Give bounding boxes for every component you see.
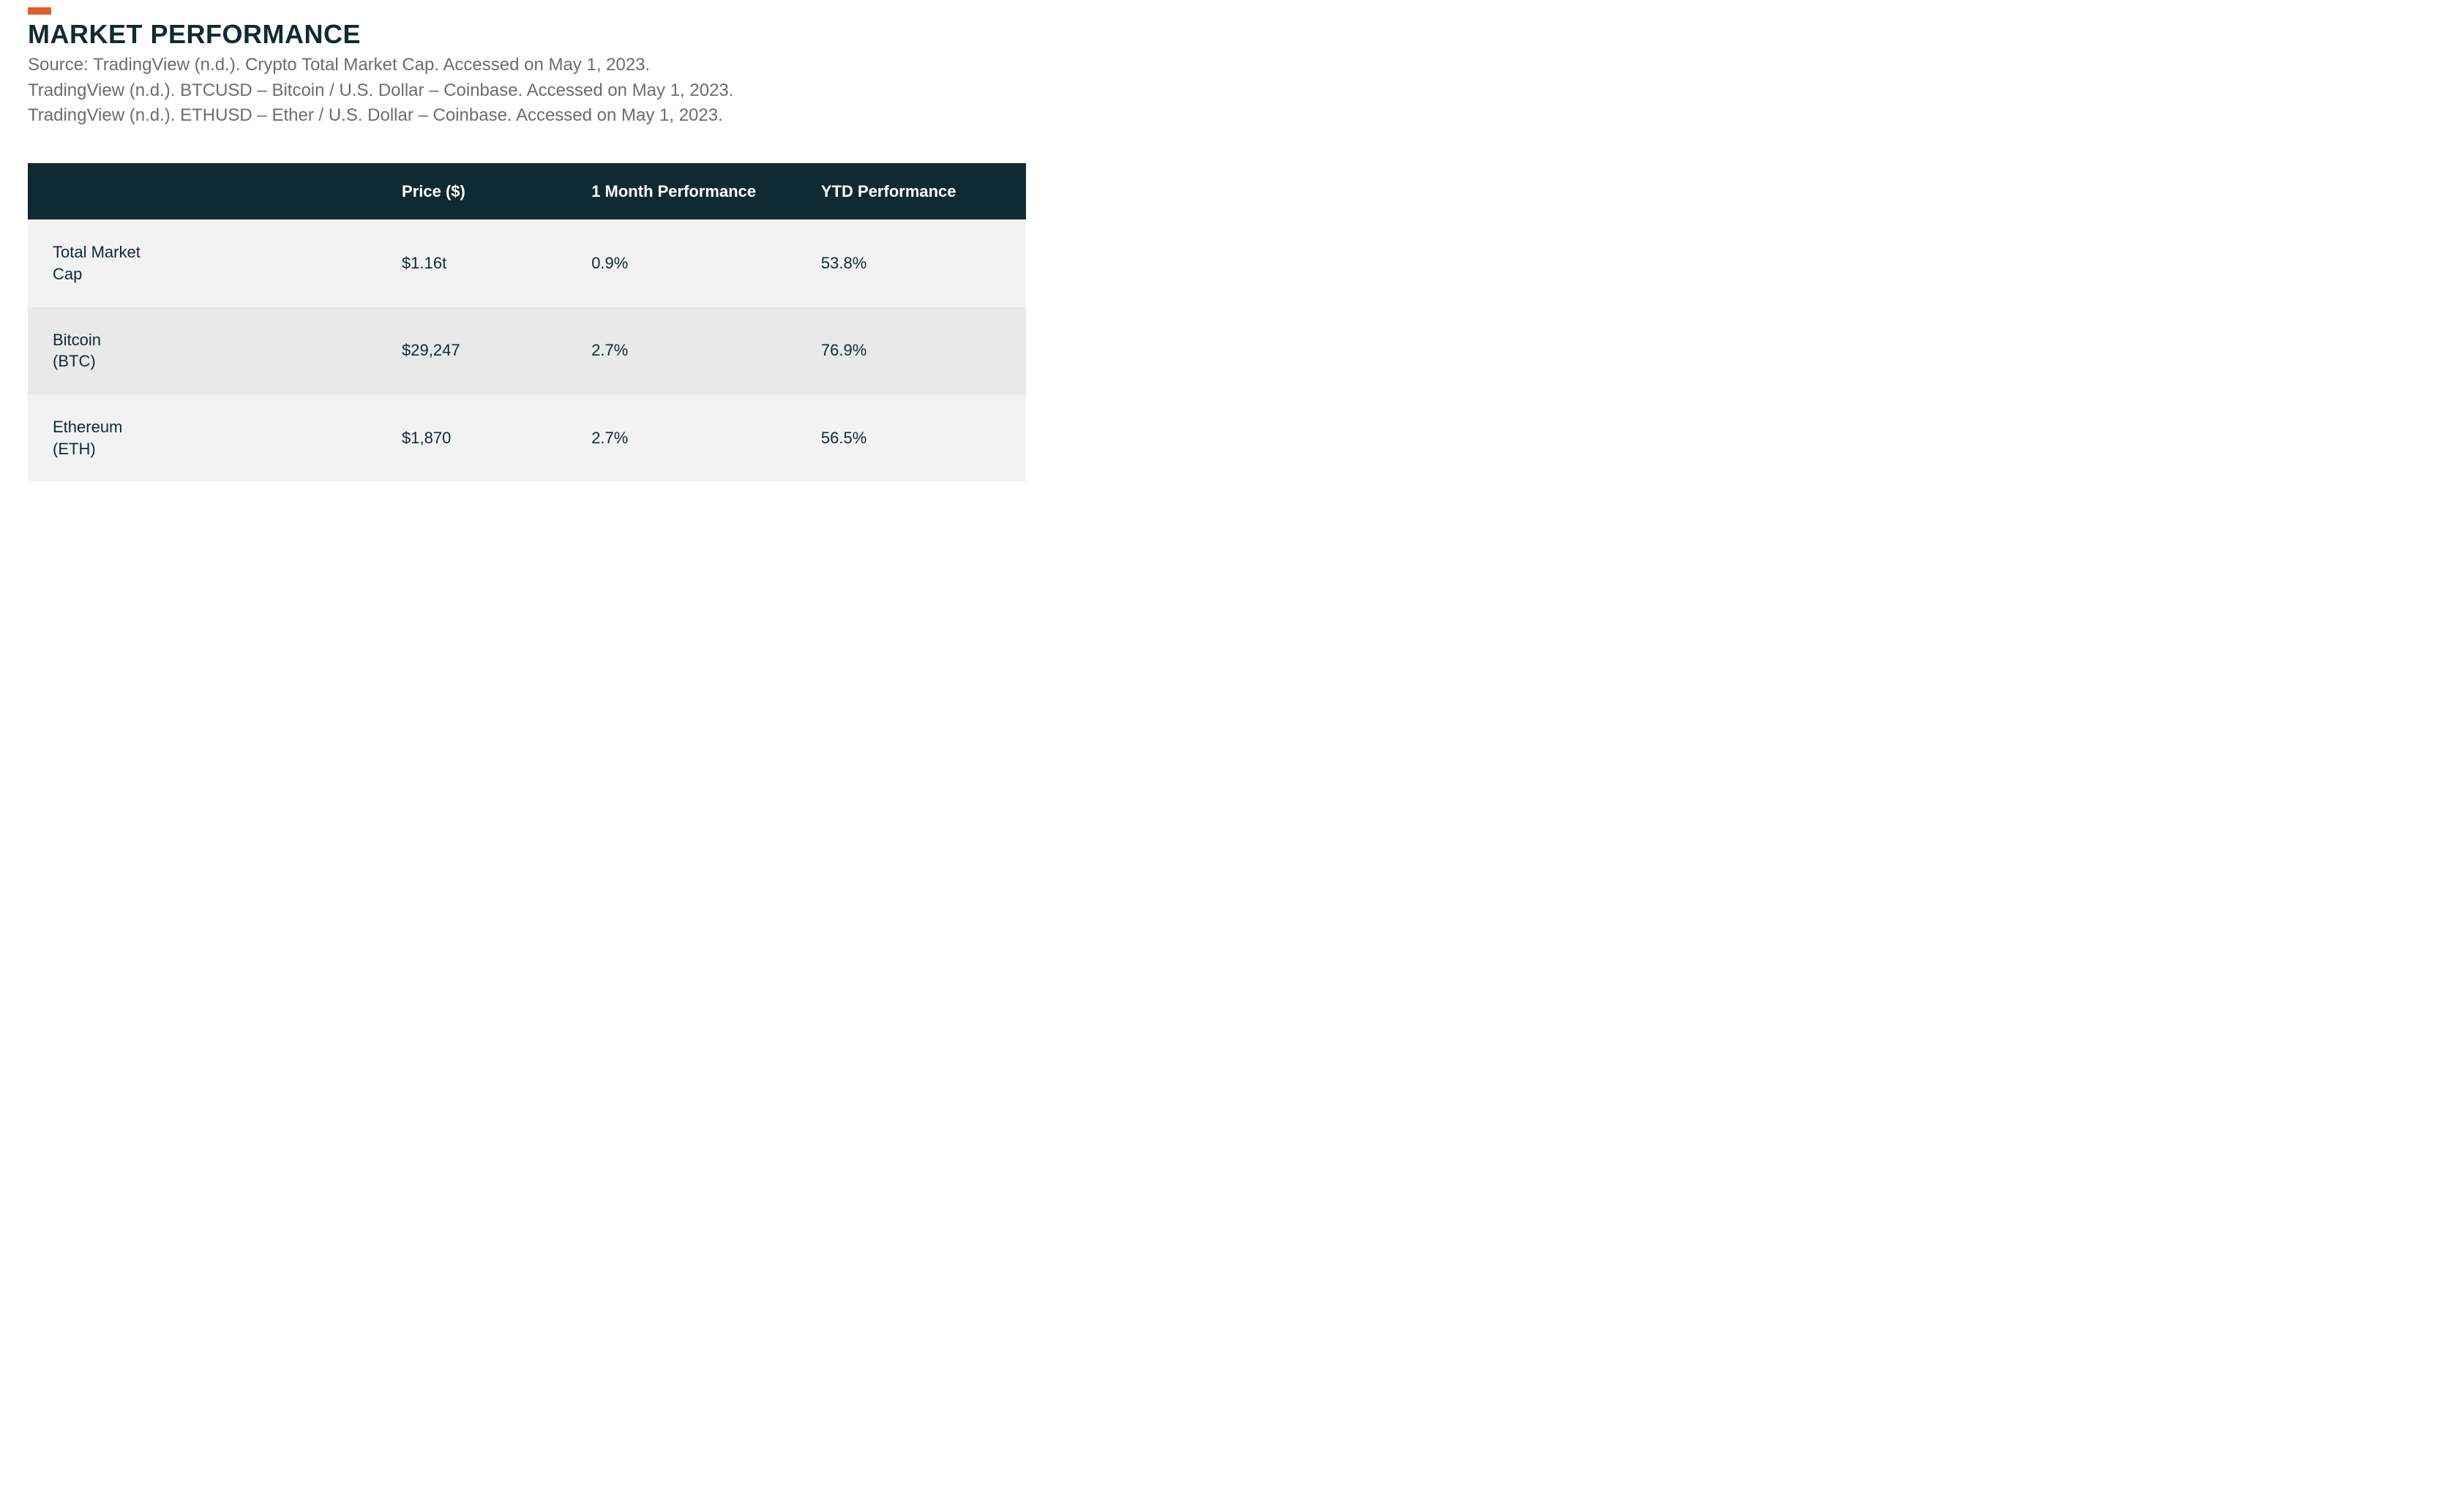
- cell-price: $1,870: [387, 394, 577, 481]
- asset-label-line: (ETH): [53, 438, 372, 460]
- cell-1m-perf: 0.9%: [577, 219, 806, 307]
- source-line: Source: TradingView (n.d.). Crypto Total…: [28, 53, 1026, 77]
- cell-ytd-perf: 76.9%: [806, 307, 1026, 394]
- asset-label-line: Ethereum: [53, 416, 372, 438]
- asset-label-line: Total Market: [53, 241, 372, 263]
- col-price: Price ($): [387, 163, 577, 220]
- col-ytd-perf: YTD Performance: [806, 163, 1026, 220]
- cell-1m-perf: 2.7%: [577, 307, 806, 394]
- source-line: TradingView (n.d.). ETHUSD – Ether / U.S…: [28, 104, 1026, 127]
- cell-price: $1.16t: [387, 219, 577, 307]
- col-asset: [28, 163, 387, 220]
- accent-bar: [28, 7, 51, 15]
- cell-1m-perf: 2.7%: [577, 394, 806, 481]
- cell-ytd-perf: 53.8%: [806, 219, 1026, 307]
- table-row: Ethereum (ETH) $1,870 2.7% 56.5%: [28, 394, 1026, 481]
- asset-label-line: Bitcoin: [53, 329, 372, 351]
- col-1m-perf: 1 Month Performance: [577, 163, 806, 220]
- cell-ytd-perf: 56.5%: [806, 394, 1026, 481]
- page-title: MARKET PERFORMANCE: [28, 19, 1026, 49]
- table-row: Total Market Cap $1.16t 0.9% 53.8%: [28, 219, 1026, 307]
- cell-asset: Bitcoin (BTC): [28, 307, 387, 394]
- cell-asset: Total Market Cap: [28, 219, 387, 307]
- page-container: MARKET PERFORMANCE Source: TradingView (…: [0, 0, 1054, 511]
- cell-price: $29,247: [387, 307, 577, 394]
- table-header: Price ($) 1 Month Performance YTD Perfor…: [28, 163, 1026, 220]
- asset-label-line: (BTC): [53, 350, 372, 372]
- source-line: TradingView (n.d.). BTCUSD – Bitcoin / U…: [28, 79, 1026, 102]
- market-performance-table: Price ($) 1 Month Performance YTD Perfor…: [28, 163, 1026, 482]
- table-row: Bitcoin (BTC) $29,247 2.7% 76.9%: [28, 307, 1026, 394]
- asset-label-line: Cap: [53, 263, 372, 285]
- sources-block: Source: TradingView (n.d.). Crypto Total…: [28, 53, 1026, 127]
- cell-asset: Ethereum (ETH): [28, 394, 387, 481]
